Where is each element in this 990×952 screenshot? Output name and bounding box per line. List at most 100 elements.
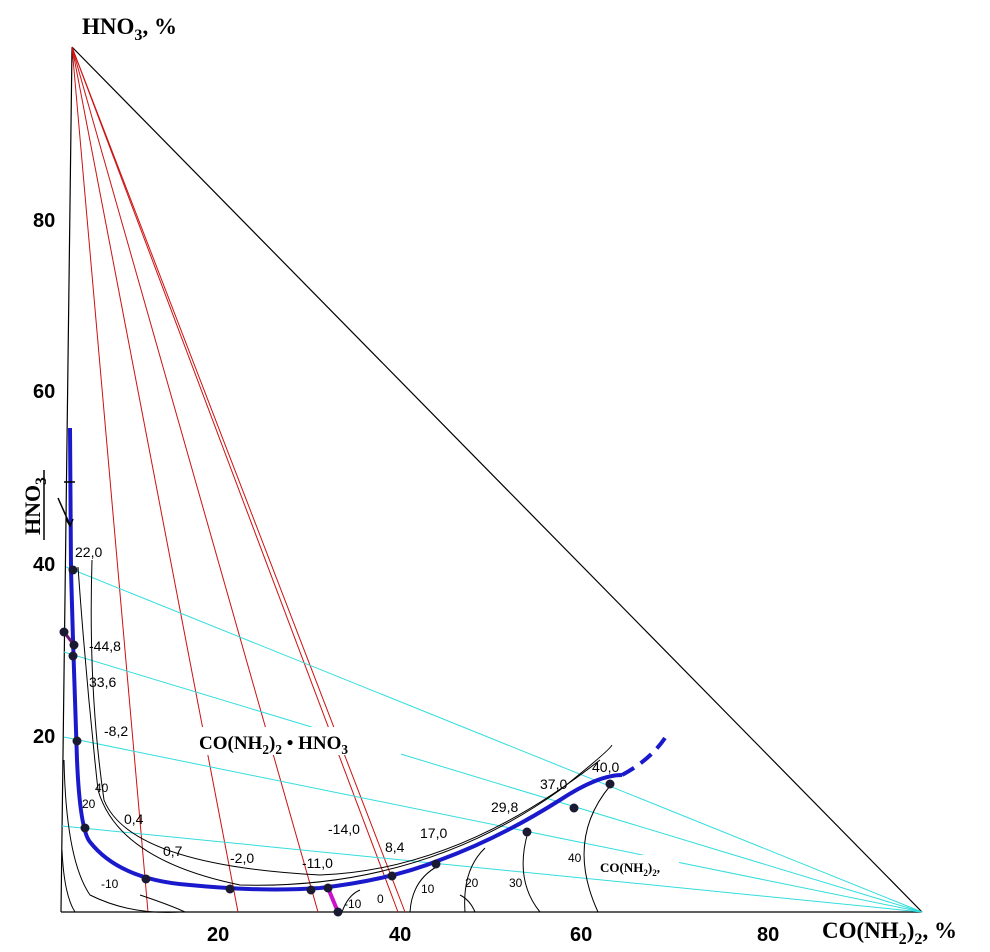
right-vertex-label-sub2: 2 (914, 931, 922, 948)
top-vertex-label-main: HNO (82, 14, 134, 39)
isotherm-lower (90, 559, 601, 876)
point-labels: 22,0 -44,8 33,6 -8,2 0,4 0,7 -2,0 -11,0 … (75, 544, 619, 871)
y-tick-60: 60 (33, 381, 55, 403)
label-22-0: 22,0 (75, 544, 102, 560)
label-33-6: 33,6 (89, 674, 116, 690)
red-ray-2 (71, 46, 239, 913)
point-40 (605, 779, 615, 789)
urea-field-label-suffix: , (657, 860, 660, 875)
compound-label-main: CO(NH (199, 733, 263, 754)
iso-label-m10-base: -10 (344, 897, 362, 911)
triangle-frame (60, 46, 923, 913)
top-vertex-label-suffix: , % (142, 14, 177, 39)
right-vertex-label-main: CO(NH (822, 918, 899, 943)
urea-field-label-main: CO(NH (600, 860, 643, 875)
point-m2 (225, 884, 235, 894)
red-ray-4 (71, 46, 399, 913)
x-tick-20: 20 (207, 924, 229, 946)
hno3-phase-label-main: HNO (20, 485, 45, 535)
urea-field-label-sub2: 2 (652, 868, 657, 878)
urea-field-label-mid: ) (648, 860, 652, 875)
isotherm-m10 (139, 894, 186, 913)
point-m11 (306, 885, 316, 895)
iso-label-m10-left: -10 (101, 877, 119, 891)
compound-label-suffix: • HNO (282, 733, 341, 754)
arrow-head (65, 518, 74, 528)
compound-label-sub3: 3 (341, 742, 348, 757)
point-07 (141, 874, 151, 884)
right-vertex-label-suffix: , % (922, 918, 957, 943)
y-axis-ticks: 80 60 40 20 (33, 210, 55, 748)
iso-label-40: 40 (568, 851, 582, 865)
isotherm-20b (464, 847, 486, 913)
right-vertex-label-mid: ) (907, 918, 915, 943)
point-17 (431, 859, 441, 869)
iso-label-40-left: 40 (95, 781, 109, 795)
y-tick-80: 80 (33, 210, 55, 232)
isotherms (61, 559, 613, 913)
hno3-phase-label-sub: 3 (33, 477, 50, 485)
top-vertex-label-sub: 3 (134, 27, 142, 44)
point-37 (569, 803, 579, 813)
red-ray-5 (71, 46, 406, 913)
label-8-4: 8,4 (385, 839, 405, 855)
x-tick-60: 60 (570, 924, 592, 946)
red-ray-1 (71, 46, 149, 913)
iso-label-0: 0 (377, 892, 384, 906)
label-17-0: 17,0 (420, 825, 447, 841)
hno3-phase-label: HNO3 (20, 477, 50, 535)
right-vertex-label: CO(NH2)2, % (822, 918, 957, 948)
urea-field-label-bg (597, 855, 679, 877)
point-m44 (59, 627, 69, 637)
point-a (69, 640, 79, 650)
label-37-0: 37,0 (540, 776, 567, 792)
label-m44-8: -44,8 (89, 638, 121, 654)
frame-hypotenuse (71, 46, 923, 913)
point-m8 (72, 736, 82, 746)
label-m11-0: -11,0 (302, 855, 333, 871)
x-axis-ticks: 20 40 60 80 (207, 924, 779, 946)
cyan-tie-lines (61, 566, 923, 913)
liquidus-dashed (621, 736, 667, 777)
x-tick-80: 80 (757, 924, 779, 946)
right-vertex-label-sub: 2 (899, 931, 907, 948)
top-vertex-label: HNO3, % (82, 14, 177, 44)
isotherm-20 (63, 759, 181, 913)
isotherm-upper (77, 566, 613, 886)
arrow-line (57, 497, 71, 526)
label-m14-0: -14,0 (328, 821, 360, 837)
isotherm-0 (341, 889, 361, 913)
cyan-ray-3 (63, 736, 923, 913)
point-b (68, 651, 78, 661)
label-29-8: 29,8 (491, 799, 518, 815)
point-04 (80, 823, 90, 833)
urea-field-label: CO(NH2)2, (600, 860, 660, 878)
liquidus-curve (62, 427, 667, 913)
isotherm-30 (522, 831, 541, 913)
y-tick-20: 20 (33, 726, 55, 748)
isotherm-10-left (61, 849, 76, 913)
iso-label-20: 20 (465, 876, 479, 890)
isotherm-40 (583, 785, 611, 913)
label-m2-0: -2,0 (230, 850, 254, 866)
red-ray-3 (71, 46, 319, 913)
iso-label-10: 10 (421, 882, 435, 896)
point-22 (68, 565, 78, 575)
point-base (333, 907, 343, 917)
compound-label-mid: ) (269, 733, 275, 754)
label-0-7: 0,7 (163, 843, 183, 859)
point-84 (387, 871, 397, 881)
compound-label: CO(NH2)2 • HNO3 (199, 733, 348, 757)
isotherm-labels: 40 20 -10 -10 0 10 20 30 40 (82, 781, 582, 911)
label-m8-2: -8,2 (104, 723, 128, 739)
cyan-ray-2 (63, 651, 923, 913)
hno3-arrow (57, 481, 75, 528)
compound-label-bg (196, 727, 401, 755)
label-0-4: 0,4 (124, 811, 144, 827)
point-m14 (323, 883, 333, 893)
frame-left-edge (60, 46, 73, 913)
cyan-ray-1 (65, 566, 923, 913)
y-tick-40: 40 (33, 554, 55, 576)
invariant-points (59, 565, 615, 917)
